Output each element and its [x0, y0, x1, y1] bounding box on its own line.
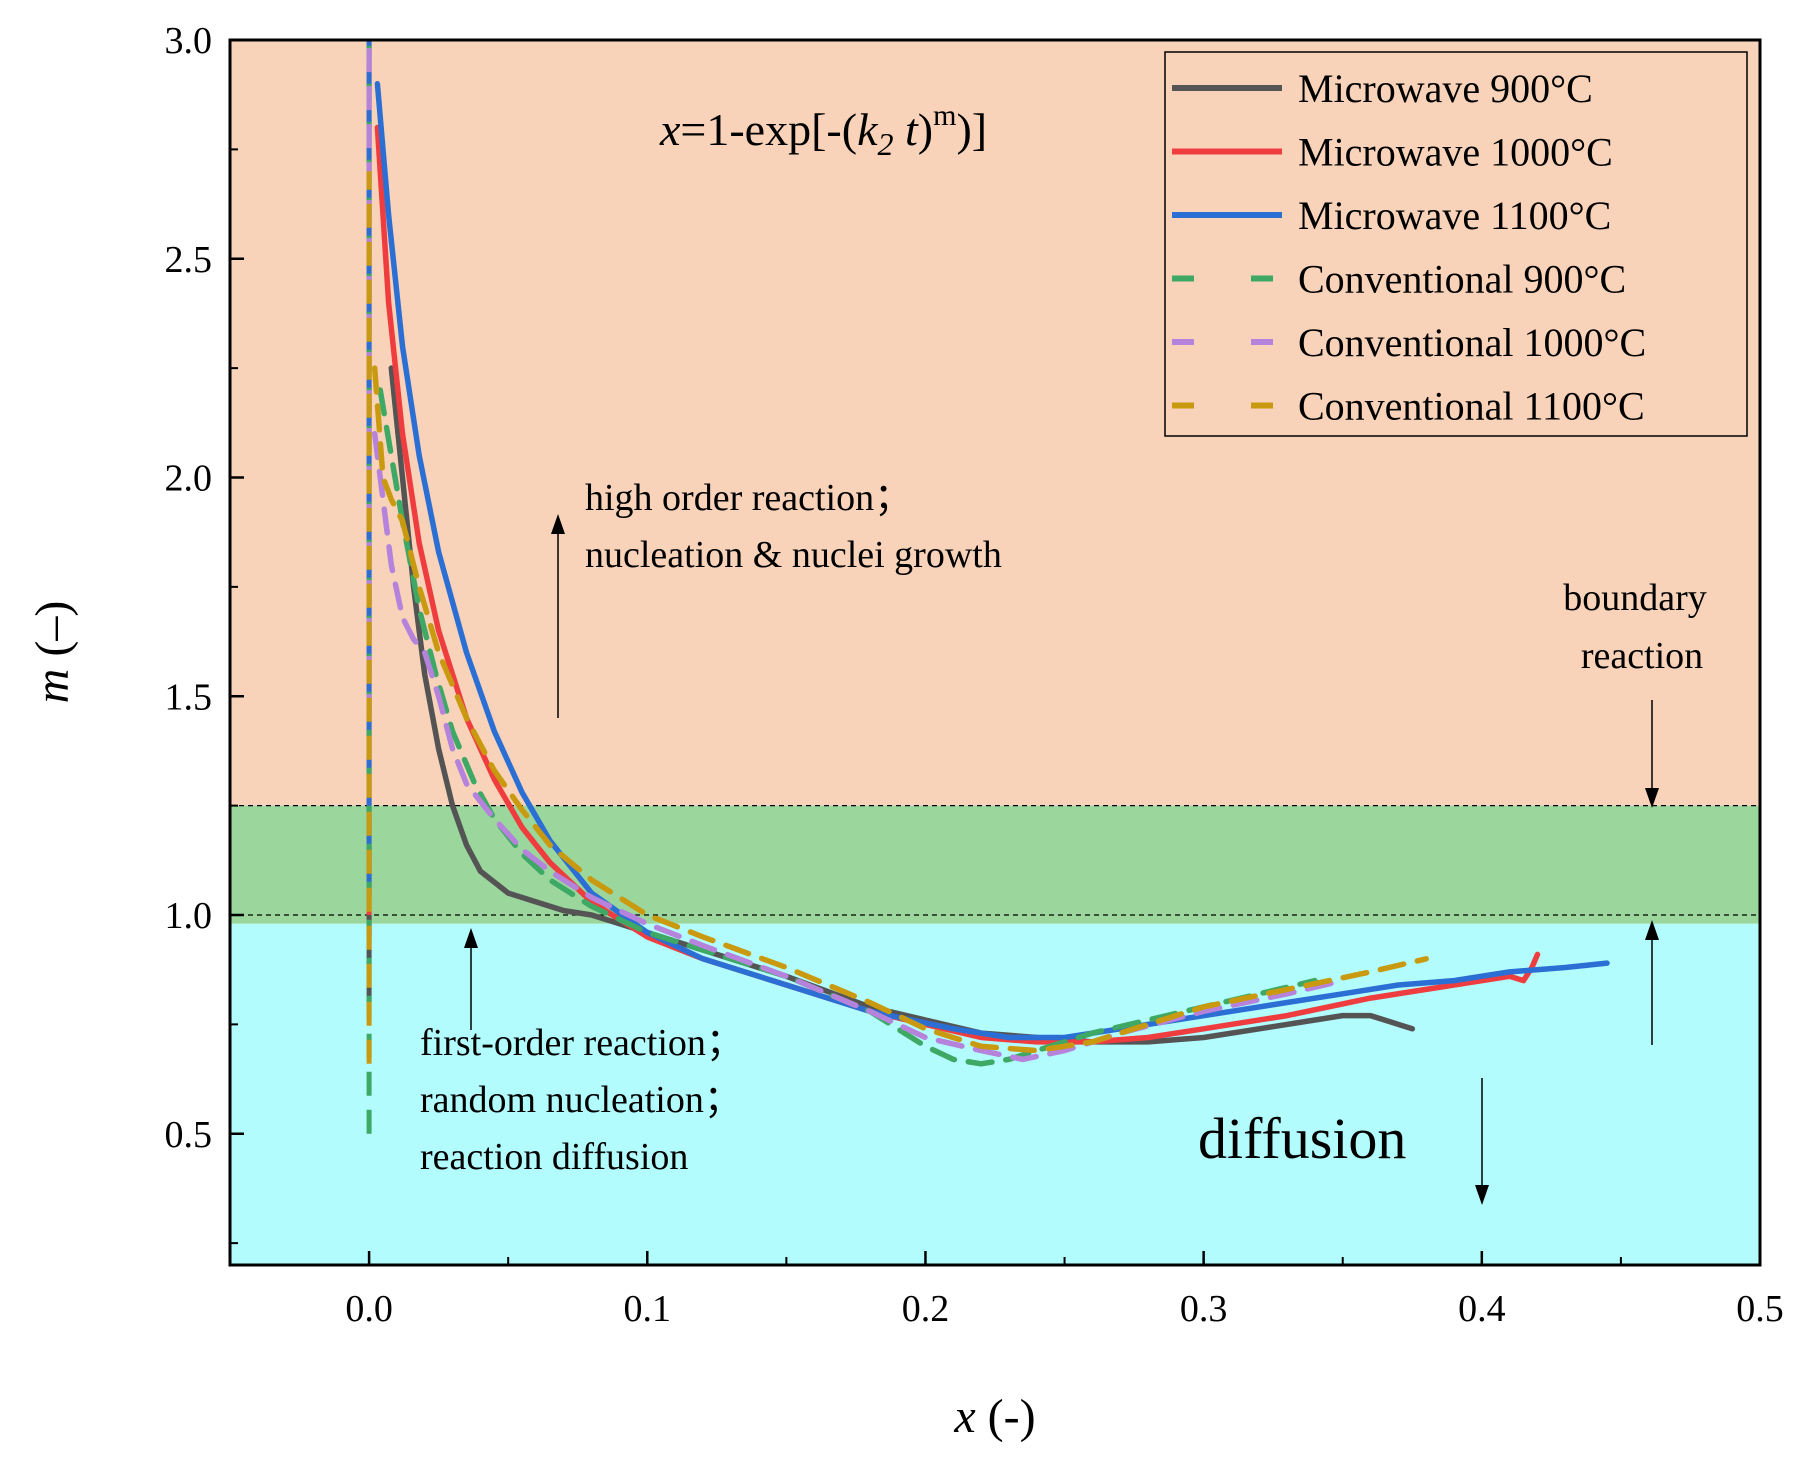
legend: Microwave 900°C Microwave 1000°C Microwave… [1164, 51, 1748, 437]
arrow-head-first-order [464, 928, 478, 948]
region-diffusion [230, 923, 1760, 1265]
x-tick-label: 0.0 [345, 1288, 393, 1330]
x-tick-label: 0.4 [1458, 1288, 1506, 1330]
y-tick-label: 0.5 [165, 1114, 213, 1156]
y-tick-label: 3.0 [165, 20, 213, 62]
x-tick-label: 0.2 [902, 1288, 950, 1330]
annotation-high-order-1: high order reaction； [585, 477, 912, 519]
region-first-order [230, 805, 1760, 924]
annotation-first-order-1: first-order reaction； [420, 1022, 744, 1064]
background-regions [230, 40, 1760, 1265]
y-tick-label: 1.5 [165, 676, 213, 718]
x-tick-label: 0.5 [1736, 1288, 1784, 1330]
annotation-first-order-2: random nucleation； [420, 1079, 742, 1121]
y-tick-label: 2.0 [165, 458, 213, 500]
legend-box [1164, 51, 1748, 437]
y-tick-label: 1.0 [165, 895, 213, 937]
region-high-order [230, 40, 1760, 806]
annotation-first-order-3: reaction diffusion [420, 1136, 688, 1178]
legend-label-1: Microwave 900°C [1298, 66, 1593, 111]
arrow-head-boundary [1645, 788, 1659, 808]
plot-frame [228, 38, 1762, 1267]
x-axis-label: x (-) [953, 1390, 1035, 1443]
equation: x=1-exp[-(k2 t)m)] [659, 99, 987, 162]
series-line-4 [377, 387, 1318, 1067]
legend-label-6: Conventional 1100°C [1298, 384, 1645, 429]
x-tick-label: 0.3 [1180, 1288, 1228, 1330]
legend-label-3: Microwave 1100°C [1298, 193, 1611, 238]
annotation-boundary-2: reaction [1581, 635, 1703, 677]
legend-label-4: Conventional 900°C [1298, 257, 1626, 302]
annotation-boundary-1: boundary [1563, 577, 1707, 619]
legend-label-2: Microwave 1000°C [1298, 130, 1613, 175]
x-tick-label: 0.1 [624, 1288, 672, 1330]
arrow-head-boundary-lower [1645, 920, 1659, 940]
annotation-diffusion: diffusion [1198, 1106, 1406, 1171]
arrow-head-high-order [551, 514, 565, 534]
series-line-6 [371, 365, 1429, 1054]
legend-label-5: Conventional 1000°C [1298, 320, 1646, 365]
x-axis-ticks: 0.0 0.1 0.2 0.3 0.4 0.5 [345, 1251, 1784, 1330]
y-axis-ticks: 0.5 1.0 1.5 2.0 2.5 3.0 [165, 20, 244, 1245]
arrow-head-diffusion [1475, 1185, 1489, 1205]
y-axis-label: m (–) [26, 601, 79, 704]
series-layer [366, 40, 1610, 1134]
y-tick-label: 2.5 [165, 239, 213, 281]
series-line-5 [371, 430, 1346, 1063]
annotation-high-order-2: nucleation & nuclei growth [585, 534, 1002, 576]
